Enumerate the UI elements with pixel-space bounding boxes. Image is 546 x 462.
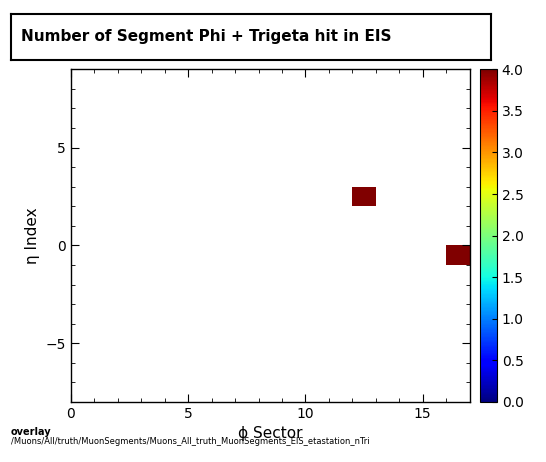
- Text: Number of Segment Phi + Trigeta hit in EIS: Number of Segment Phi + Trigeta hit in E…: [21, 30, 391, 44]
- Text: /Muons/All/truth/MuonSegments/Muons_All_truth_MuonSegments_EIS_etastation_nTri: /Muons/All/truth/MuonSegments/Muons_All_…: [11, 437, 370, 446]
- X-axis label: ϕ Sector: ϕ Sector: [238, 426, 302, 441]
- Text: overlay: overlay: [11, 426, 51, 437]
- Bar: [446, 245, 470, 265]
- Bar: [352, 187, 376, 206]
- Y-axis label: η Index: η Index: [25, 207, 40, 264]
